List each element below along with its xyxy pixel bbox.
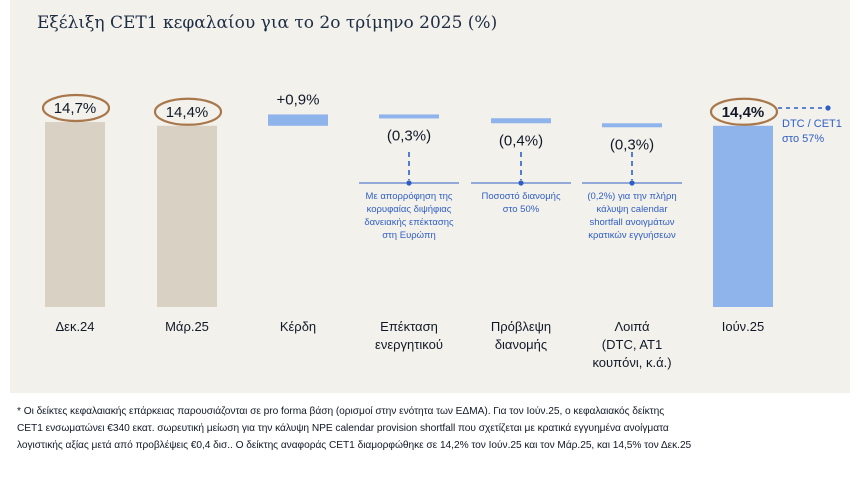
bar-value-label: (0,3%): [610, 136, 654, 153]
side-note-text: DTC / CET1: [782, 118, 842, 130]
annotation-text: Με απορρόφηση της: [366, 191, 453, 202]
bar-value-label: (0,3%): [387, 127, 431, 144]
category-label: Πρόβλεψη: [491, 319, 551, 334]
step-bar: [379, 114, 439, 119]
annotation-text: στη Ευρώπη: [382, 230, 436, 241]
footnote-line: λογιστικής αξίας μετά από προβλέψεις €0,…: [17, 440, 692, 451]
annotation-text: στο 50%: [503, 204, 540, 215]
category-label: (DTC, AT1: [602, 337, 662, 352]
category-label: ενεργητικού: [375, 337, 443, 352]
step-bar: [268, 114, 328, 126]
annotation-text: Ποσοστό διανομής: [481, 191, 561, 202]
annotation-text: shortfall ανοιγμάτων: [589, 217, 674, 228]
category-label: Δεκ.24: [55, 319, 94, 334]
highlight-circle: [153, 97, 223, 126]
bar: [157, 125, 217, 307]
bar: [45, 122, 105, 307]
category-label: Λοιπά: [614, 319, 650, 334]
bar-value-label: 14,4%: [166, 104, 209, 121]
category-label: Ιούν.25: [722, 319, 765, 334]
footnote-line: * Οι δείκτες κεφαλαιακής επάρκειας παρου…: [17, 406, 665, 417]
annotation-text: δανειακής επέκτασης: [364, 217, 454, 228]
bar-value-label: (0,4%): [499, 132, 543, 149]
waterfall-chart: 14,7% 14,4% +0,9% (0,3%) (0,4%) (0,3%) 14,4% Δε…: [41, 91, 842, 370]
category-label: Μάρ.25: [165, 319, 209, 334]
annotation-text: κάλυψη calendar: [597, 204, 668, 215]
bar-value-label: 14,4%: [722, 104, 765, 121]
annotation-text: κρατικών εγγυήσεων: [588, 230, 676, 241]
side-note-dot: [825, 105, 831, 111]
step-bar: [491, 118, 551, 124]
footnote-line: CET1 ενσωματώνει €340 εκατ. σωρευτική με…: [17, 423, 669, 434]
category-label: κουπόνι, κ.ά.): [592, 355, 671, 370]
bar-value-label: +0,9%: [277, 91, 320, 108]
category-label: Κέρδη: [280, 319, 316, 334]
step-bar: [602, 123, 662, 128]
category-label: Επέκταση: [380, 319, 438, 334]
annotation-text: κορυφαίας διψήφιας: [367, 204, 452, 215]
bar-value-label: 14,7%: [54, 100, 97, 117]
category-label: διανομής: [495, 337, 547, 352]
side-note-text: στο 57%: [782, 133, 824, 145]
highlight-circle: [709, 97, 779, 126]
highlight-circle: [41, 93, 111, 123]
annotation-text: (0,2%) για την πλήρη: [587, 191, 676, 202]
chart-title: Εξέλιξη CET1 κεφαλαίου για το 2ο τρίμηνο…: [37, 13, 498, 33]
bar: [713, 125, 773, 307]
chart-panel: [10, 0, 850, 393]
footnote: * Οι δείκτες κεφαλαιακής επάρκειας παρου…: [17, 403, 852, 454]
